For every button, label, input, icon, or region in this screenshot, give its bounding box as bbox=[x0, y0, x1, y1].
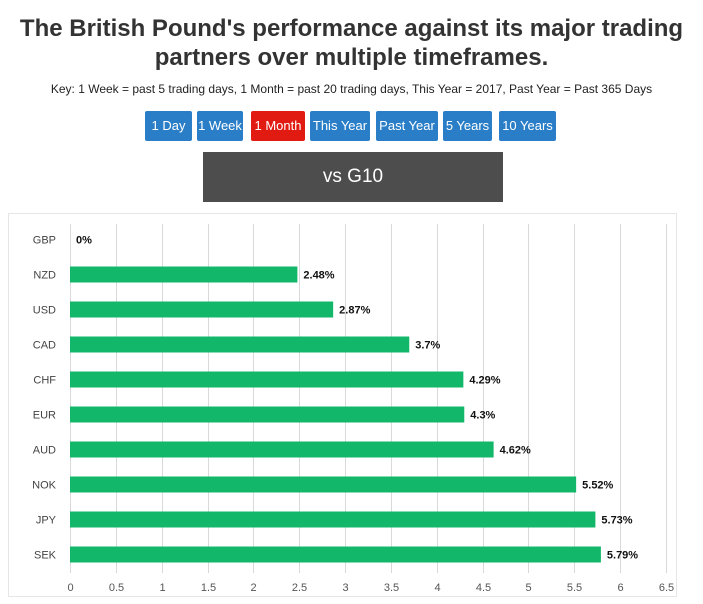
title-line-2: partners over multiple timeframes. bbox=[154, 44, 549, 71]
category-label: USD bbox=[33, 305, 56, 317]
x-tick-label: 0.5 bbox=[109, 582, 124, 594]
x-tick-label: 1 bbox=[159, 582, 165, 594]
timeframe-button-this-year[interactable]: This Year bbox=[310, 111, 370, 141]
x-tick-label: 3.5 bbox=[384, 582, 399, 594]
timeframe-button-5-years[interactable]: 5 Years bbox=[443, 111, 492, 141]
x-tick-label: 3 bbox=[342, 582, 348, 594]
x-tick-label: 6 bbox=[617, 582, 623, 594]
x-tick-label: 6.5 bbox=[659, 582, 674, 594]
bar-eur bbox=[70, 406, 465, 423]
x-tick-label: 0 bbox=[67, 582, 73, 594]
value-label: 4.3% bbox=[470, 410, 495, 422]
category-label: JPY bbox=[36, 515, 57, 527]
chart-frame bbox=[8, 213, 677, 597]
value-label: 5.52% bbox=[582, 480, 613, 492]
category-label: NOK bbox=[32, 480, 57, 492]
bar-layer bbox=[70, 266, 601, 563]
x-tick-label: 2 bbox=[250, 582, 256, 594]
timeframe-button-10-years[interactable]: 10 Years bbox=[499, 111, 556, 141]
bar-nzd bbox=[70, 266, 298, 283]
timeframe-button-1-week[interactable]: 1 Week bbox=[197, 111, 243, 141]
bar-usd bbox=[70, 301, 334, 318]
timeframe-key: Key: 1 Week = past 5 trading days, 1 Mon… bbox=[50, 82, 653, 96]
value-label: 3.7% bbox=[415, 340, 440, 352]
x-tick-label: 4 bbox=[434, 582, 440, 594]
x-tick-label: 2.5 bbox=[292, 582, 307, 594]
bar-chf bbox=[70, 371, 464, 388]
bar-jpy bbox=[70, 511, 596, 528]
value-label: 2.87% bbox=[339, 305, 370, 317]
bar-nok bbox=[70, 476, 577, 493]
timeframe-button-1-month[interactable]: 1 Month bbox=[251, 111, 305, 141]
x-tick-label: 5 bbox=[525, 582, 531, 594]
bar-cad bbox=[70, 336, 410, 353]
x-tick-label: 5.5 bbox=[567, 582, 582, 594]
section-title: vs G10 bbox=[203, 152, 503, 202]
value-label: 2.48% bbox=[303, 270, 334, 282]
category-label: EUR bbox=[33, 410, 56, 422]
timeframe-button-1-day[interactable]: 1 Day bbox=[145, 111, 192, 141]
value-label: 0% bbox=[76, 235, 92, 247]
category-label: CAD bbox=[33, 340, 56, 352]
page-title: The British Pound's performance against … bbox=[0, 14, 703, 72]
category-label: AUD bbox=[33, 445, 56, 457]
category-label: SEK bbox=[34, 550, 57, 562]
category-label: NZD bbox=[33, 270, 56, 282]
category-label: CHF bbox=[33, 375, 56, 387]
value-label: 4.29% bbox=[469, 375, 500, 387]
x-tick-label: 1.5 bbox=[201, 582, 216, 594]
label-layer: 0 0.5 1 1.5 2 2.5 3 3.5 4 4.5 5 5.5 6 6.5 GBP 0% NZD 2.48… bbox=[32, 235, 674, 595]
timeframe-button-past-year[interactable]: Past Year bbox=[376, 111, 438, 141]
title-line-1: The British Pound's performance against … bbox=[19, 15, 684, 42]
category-label: GBP bbox=[33, 235, 56, 247]
value-label: 5.73% bbox=[601, 515, 632, 527]
x-tick-label: 4.5 bbox=[476, 582, 491, 594]
value-label: 5.79% bbox=[607, 550, 638, 562]
bar-sek bbox=[70, 546, 601, 563]
bar-aud bbox=[70, 441, 494, 458]
value-label: 4.62% bbox=[500, 445, 531, 457]
